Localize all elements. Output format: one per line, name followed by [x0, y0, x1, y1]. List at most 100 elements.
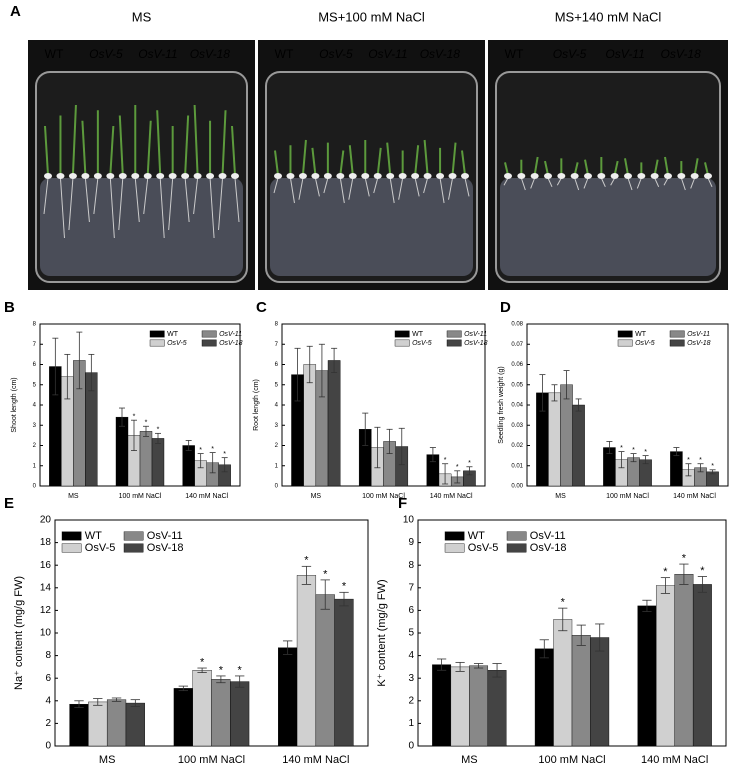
seedling-root — [59, 177, 65, 239]
seed — [56, 173, 65, 179]
y-tick-label: 10 — [403, 515, 415, 526]
y-tick-label: 5 — [408, 628, 414, 639]
panel-label: F — [398, 495, 407, 512]
y-tick-label: 2 — [275, 443, 279, 449]
legend-swatch — [506, 543, 527, 553]
legend-swatch — [446, 339, 462, 347]
seedling-root — [423, 177, 429, 194]
seedling-shoot — [221, 110, 227, 176]
seed — [690, 173, 699, 179]
legend-label: OsV-11 — [464, 331, 487, 338]
bar — [432, 664, 452, 747]
x-tick-label: 140 mM NaCl — [430, 493, 473, 500]
y-tick-label: 0.01 — [511, 463, 523, 469]
seedling-root — [373, 177, 379, 194]
significance-mark: * — [223, 451, 226, 458]
seed — [193, 173, 202, 179]
seedling-shoot — [613, 160, 619, 176]
seedling-root — [680, 177, 686, 191]
x-tick-label: 140 mM NaCl — [282, 754, 349, 764]
y-tick-label: 0.06 — [511, 362, 523, 368]
y-tick-label: 7 — [33, 342, 37, 348]
significance-mark: * — [456, 464, 459, 471]
significance-mark: * — [145, 420, 148, 427]
significance-mark: * — [620, 445, 623, 452]
bar — [115, 416, 129, 487]
y-tick-label: 5 — [33, 382, 37, 388]
bar — [637, 605, 657, 747]
seed — [231, 173, 239, 179]
seedling-root — [323, 177, 329, 194]
y-tick-label: 4 — [33, 403, 37, 409]
bar — [88, 701, 108, 747]
seed — [323, 173, 332, 179]
bar — [173, 688, 193, 747]
panel-label: B — [4, 299, 15, 316]
seed — [68, 173, 77, 179]
seed — [361, 173, 370, 179]
y-tick-label: 0.04 — [511, 403, 523, 409]
bar — [692, 584, 712, 747]
seedling-root — [43, 177, 49, 215]
seedling-shoot — [184, 115, 190, 176]
panel-label: E — [4, 495, 14, 512]
legend-swatch — [201, 330, 217, 338]
significance-mark: * — [157, 427, 160, 434]
seed — [570, 173, 579, 179]
y-tick-label: 2 — [408, 695, 414, 706]
seedling-shoot — [146, 120, 152, 176]
seed — [181, 173, 190, 179]
y-tick-label: 20 — [40, 515, 52, 526]
seedling-root — [143, 177, 149, 215]
seed — [386, 173, 395, 179]
legend-label: OsV-11 — [219, 331, 242, 338]
seedling-root — [398, 177, 404, 200]
legend-label: OsV-11 — [530, 530, 566, 542]
seed — [298, 173, 307, 179]
y-tick-label: 8 — [33, 322, 37, 328]
seedling-root — [690, 177, 696, 189]
genotype-label: WT — [505, 47, 524, 61]
significance-mark: * — [342, 581, 347, 593]
bar — [182, 445, 195, 487]
seed — [597, 173, 606, 179]
seed — [650, 173, 659, 179]
y-tick-label: 0.07 — [511, 342, 523, 348]
y-tick-label: 4 — [275, 403, 279, 409]
bar — [278, 647, 298, 747]
x-tick-label: MS — [99, 754, 116, 764]
legend-swatch — [669, 339, 685, 347]
y-tick-label: 0.05 — [511, 382, 523, 388]
bar — [69, 703, 89, 747]
seedling-root — [273, 177, 279, 194]
y-tick-label: 4 — [408, 650, 414, 661]
genotype-label: OsV-18 — [420, 47, 461, 61]
x-tick-label: 140 mM NaCl — [185, 493, 228, 500]
significance-mark: * — [211, 446, 214, 453]
seed — [544, 173, 552, 179]
seedling-root — [364, 177, 370, 197]
seedling-root — [289, 177, 295, 204]
y-tick-label: 0.02 — [511, 443, 523, 449]
x-tick-label: MS — [461, 754, 478, 764]
bar — [151, 438, 165, 487]
panel-label: C — [256, 299, 267, 316]
bar — [590, 637, 610, 747]
genotype-label: OsV-18 — [190, 47, 231, 61]
seed — [206, 173, 215, 179]
seedling-root — [218, 177, 224, 231]
legend-swatch — [61, 531, 82, 541]
seedling-root — [636, 177, 642, 189]
y-tick-label: 6 — [408, 605, 414, 616]
seedling-shoot — [311, 147, 317, 176]
x-tick-label: 100 mM NaCl — [606, 493, 649, 500]
significance-mark: * — [561, 597, 566, 609]
seed — [610, 173, 619, 179]
y-tick-label: 3 — [275, 423, 279, 429]
bar — [315, 594, 335, 747]
y-axis-label: Seedling fresh weight (g) — [498, 366, 505, 443]
legend-swatch — [149, 330, 165, 338]
seedling-shoot — [423, 139, 429, 176]
y-tick-label: 10 — [40, 628, 52, 639]
